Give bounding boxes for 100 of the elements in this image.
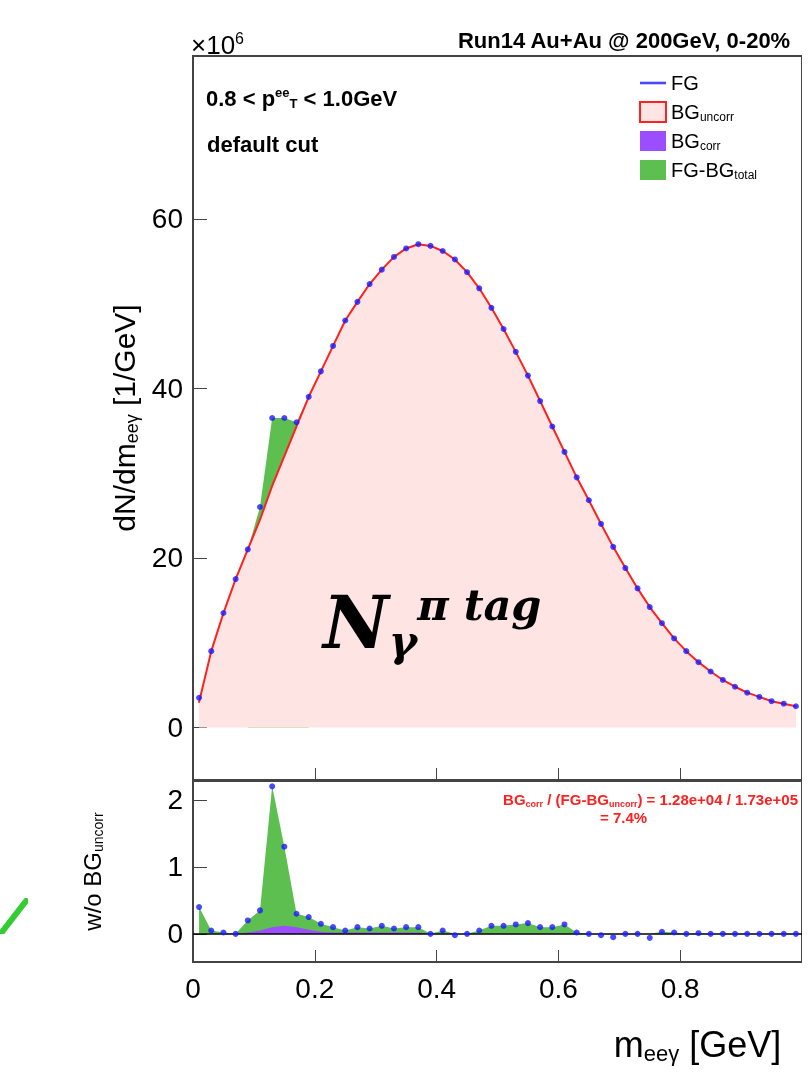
- point: [427, 930, 434, 937]
- point: [610, 543, 617, 550]
- point: [317, 368, 324, 375]
- point: [732, 683, 739, 690]
- point: [354, 924, 361, 931]
- point: [707, 930, 714, 937]
- point: [366, 925, 373, 932]
- point: [451, 256, 458, 263]
- point: [439, 247, 446, 254]
- y-tick-label: 1: [167, 851, 183, 883]
- point: [257, 504, 263, 511]
- point: [610, 934, 617, 941]
- point: [220, 609, 227, 616]
- point: [390, 253, 397, 260]
- point: [561, 921, 568, 928]
- point: [598, 932, 605, 939]
- point: [719, 930, 726, 937]
- point: [585, 930, 592, 937]
- point: [269, 415, 276, 421]
- point: [378, 922, 385, 929]
- point: [634, 585, 641, 592]
- chart-title: Run14 Au+Au @ 200GeV, 0-20%: [457, 27, 791, 53]
- y-tick-label: 0: [167, 711, 183, 743]
- point: [561, 448, 568, 455]
- point: [378, 266, 385, 273]
- y-tick-label: 0: [167, 918, 183, 950]
- point: [293, 419, 300, 426]
- point: [305, 914, 312, 921]
- point: [403, 245, 410, 252]
- annotation: Nγπ tag: [321, 579, 542, 666]
- point: [366, 281, 373, 288]
- point: [780, 700, 787, 707]
- point: [220, 929, 227, 936]
- point: [524, 372, 531, 379]
- point: [500, 325, 507, 332]
- point: [744, 689, 751, 696]
- point: [269, 783, 276, 790]
- point: [634, 930, 641, 937]
- point: [488, 304, 495, 311]
- point: [488, 922, 495, 929]
- point: [537, 398, 544, 405]
- point: [646, 604, 653, 611]
- point: [792, 703, 799, 710]
- point: [512, 921, 519, 928]
- point: [549, 924, 556, 931]
- point: [232, 930, 239, 937]
- point: [707, 668, 714, 675]
- point: [244, 546, 251, 553]
- point: [208, 648, 215, 655]
- point: [464, 930, 471, 937]
- point: [573, 474, 580, 481]
- point: [330, 924, 337, 931]
- point: [585, 497, 592, 504]
- point: [537, 924, 544, 931]
- annotation: = 7.4%: [600, 809, 648, 826]
- point: [744, 930, 751, 937]
- point: [464, 269, 471, 276]
- point: [695, 659, 702, 666]
- point: [415, 241, 422, 248]
- x-tick-label: 0.6: [538, 972, 578, 1004]
- point: [695, 930, 702, 937]
- point: [732, 930, 739, 937]
- annotation: default cut: [207, 131, 319, 157]
- y-tick-label: 40: [151, 372, 183, 404]
- point: [671, 929, 678, 936]
- point: [598, 520, 605, 527]
- point: [342, 927, 349, 934]
- point: [780, 930, 787, 937]
- point: [476, 927, 483, 934]
- point: [415, 924, 422, 931]
- point: [342, 317, 349, 324]
- point: [257, 907, 263, 914]
- point: [403, 924, 410, 931]
- point: [451, 932, 458, 939]
- point: [768, 698, 775, 705]
- point: [683, 930, 690, 937]
- point: [427, 242, 434, 249]
- y-tick-label: 20: [151, 542, 183, 574]
- point: [573, 929, 580, 936]
- point: [196, 694, 203, 701]
- point: [232, 576, 239, 583]
- x-tick-label: 0.8: [660, 972, 700, 1004]
- point: [476, 285, 483, 292]
- y-axis-title: dN/dmeeγ [1/GeV]: [107, 304, 142, 532]
- point: [524, 920, 531, 927]
- point: [792, 930, 799, 937]
- point: [683, 648, 690, 655]
- legend-label: FG: [670, 72, 699, 94]
- point: [512, 348, 519, 355]
- point: [500, 922, 507, 929]
- y-axis-title: w/o BGuncorr: [78, 811, 106, 932]
- point: [317, 920, 324, 927]
- point: [719, 676, 726, 683]
- point: [281, 415, 288, 421]
- point: [354, 298, 361, 305]
- point: [330, 342, 337, 349]
- point: [281, 843, 288, 850]
- point: [196, 904, 203, 911]
- y-tick-label: 2: [167, 784, 183, 816]
- point: [390, 925, 397, 932]
